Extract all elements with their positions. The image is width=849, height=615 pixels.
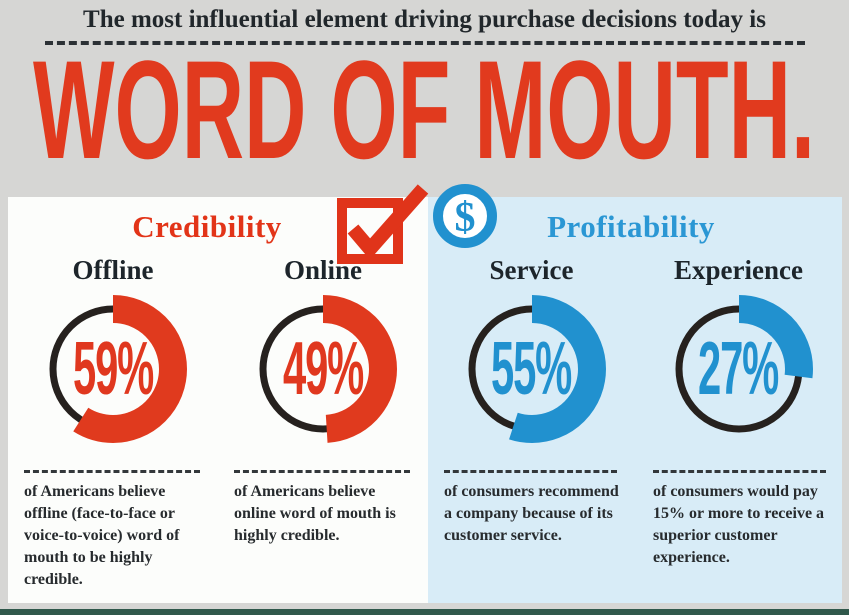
stat-online-label: Online [283, 255, 363, 285]
dashed-rule [444, 470, 617, 473]
checkbox-check-icon [337, 184, 429, 264]
stat-experience-percent: 27% [698, 327, 779, 411]
stat-experience-description: of consumers would pay 15% or more to re… [653, 483, 825, 567]
stat-offline-description: of Americans believe offline (face-to-fa… [24, 483, 180, 589]
donut-arc [457, 295, 606, 443]
donut-arc [39, 295, 187, 443]
donut-arc [249, 295, 397, 443]
header-dashed-rule [45, 41, 805, 45]
profitability-heading: Profitability [547, 209, 715, 244]
profitability-panel: Profitability $ Service 55% of consumers… [428, 184, 842, 603]
stat-service-percent: 55% [491, 327, 572, 411]
main-title: WORD OF MOUTH. [33, 46, 815, 176]
credibility-panel: Credibility Offline 59% of Americans bel… [8, 184, 429, 603]
stat-experience-donut: 27% [659, 289, 819, 449]
bottom-accent-bar [0, 609, 849, 615]
stat-experience-label: Experience [674, 255, 803, 285]
stat-service: Service 55% of consumers recommend a com… [428, 197, 635, 603]
header-text: The most influential element driving pur… [83, 6, 766, 33]
stat-experience: Experience 27% of consumers would pay 15… [635, 197, 842, 603]
credibility-heading: Credibility [132, 209, 282, 244]
stat-service-donut: 55% [452, 289, 612, 449]
dashed-rule [234, 470, 410, 473]
stat-online-description: of Americans believe online word of mout… [234, 483, 396, 545]
stat-service-label: Service [489, 255, 574, 285]
stat-service-description: of consumers recommend a company because… [444, 483, 619, 545]
stat-online-donut: 49% [243, 289, 403, 449]
svg-text:$: $ [455, 195, 476, 241]
donut-arc [664, 295, 813, 443]
dashed-rule [653, 470, 826, 473]
stat-offline-label: Offline [72, 255, 154, 285]
stat-offline-donut: 59% [33, 289, 193, 449]
stat-online: Online 49% of Americans believe online w… [218, 197, 428, 603]
stat-online-percent: 49% [282, 327, 364, 411]
main-title-block: WORD OF MOUTH. [33, 46, 815, 176]
dollar-circle-icon: $ [433, 184, 497, 248]
dashed-rule [24, 470, 200, 473]
stat-offline-percent: 59% [72, 327, 154, 411]
stat-offline: Offline 59% of Americans believe offline… [8, 197, 218, 603]
